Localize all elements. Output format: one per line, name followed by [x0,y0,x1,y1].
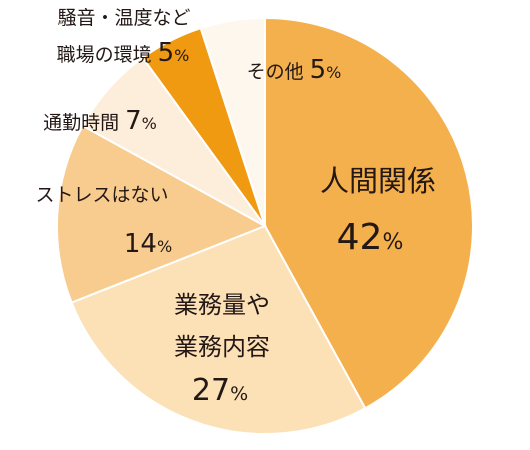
pie-slice-0 [264,16,474,410]
slice-label-environment-line2: 職場の環境 5% [57,38,190,68]
slice-label-text: 通勤時間 [43,112,119,134]
percent-sign: % [157,237,172,256]
slice-value-number: 5 [310,55,327,85]
slice-label-text: その他 [247,61,304,83]
slice-label-no-stress: ストレスはない [35,184,168,206]
slice-label-environment-line1: 騒音・温度など [57,7,190,29]
slice-value-workload: 27% [192,373,248,408]
percent-sign: % [142,114,157,133]
slice-label-human-relations: 人間関係 [320,164,436,198]
slice-value-number: 5 [158,38,175,68]
pie-slice-5 [199,16,266,227]
slice-label-commute: 通勤時間 7% [43,106,157,136]
percent-sign: % [326,63,341,82]
slice-value-number: 7 [125,106,142,136]
slice-value-no-stress: 14% [124,229,172,259]
slice-label-text: 職場の環境 [57,44,152,66]
slice-label-other: その他 5% [247,55,342,85]
slice-value-number: 14 [124,229,157,259]
slice-label-workload-line2: 業務内容 [174,333,270,361]
pie-slice-1 [70,224,367,435]
slice-value-number: 42 [337,217,383,258]
percent-sign: % [382,230,403,255]
percent-sign: % [230,383,248,405]
slice-value-human-relations: 42% [337,217,404,258]
pie-slice-2 [56,124,268,304]
pie-slices [56,16,474,435]
percent-sign: % [174,46,189,65]
slice-value-number: 27 [192,373,230,408]
slice-label-workload-line1: 業務量や [174,291,270,319]
